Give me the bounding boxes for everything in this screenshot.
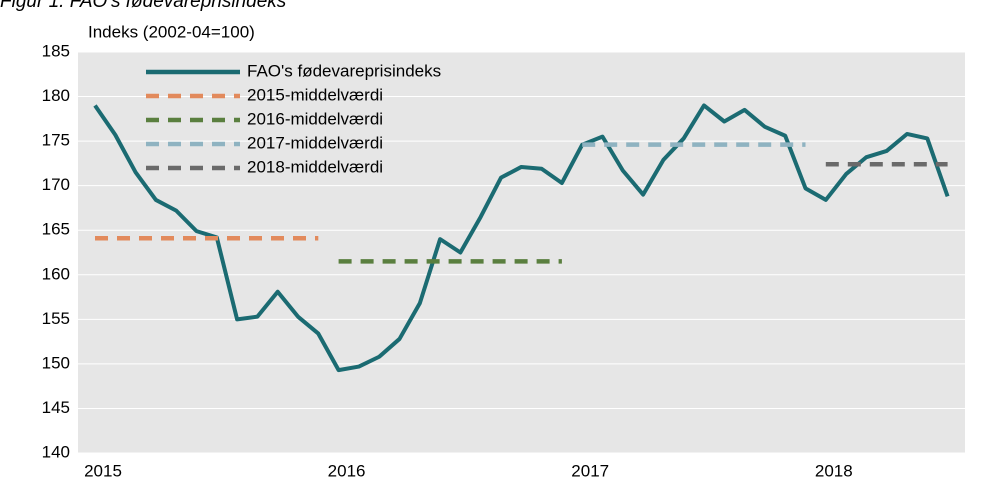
x-tick-label: 2015 [84, 461, 122, 480]
y-tick-label: 150 [42, 353, 70, 372]
y-tick-label: 175 [42, 131, 70, 150]
legend-label: 2018-middelværdi [247, 157, 383, 176]
legend-label: FAO's fødevareprisindeks [247, 61, 441, 80]
y-tick-label: 165 [42, 220, 70, 239]
legend-label: 2016-middelværdi [247, 109, 383, 128]
y-tick-label: 160 [42, 264, 70, 283]
plot-area [78, 52, 965, 453]
legend-label: 2015-middelværdi [247, 85, 383, 104]
legend-label: 2017-middelværdi [247, 133, 383, 152]
x-tick-label: 2017 [571, 461, 609, 480]
y-axis-label: Indeks (2002-04=100) [88, 22, 255, 41]
y-tick-label: 170 [42, 175, 70, 194]
series-line [93, 103, 950, 373]
y-tick-label: 180 [42, 86, 70, 105]
x-tick-label: 2018 [815, 461, 853, 480]
chart-title: Figur 1. FAO's fødevareprisindeks [0, 0, 287, 12]
y-tick-label: 185 [42, 41, 70, 60]
y-tick-label: 145 [42, 398, 70, 417]
y-tick-label: 140 [42, 442, 70, 461]
x-tick-label: 2016 [328, 461, 366, 480]
y-tick-label: 155 [42, 309, 70, 328]
